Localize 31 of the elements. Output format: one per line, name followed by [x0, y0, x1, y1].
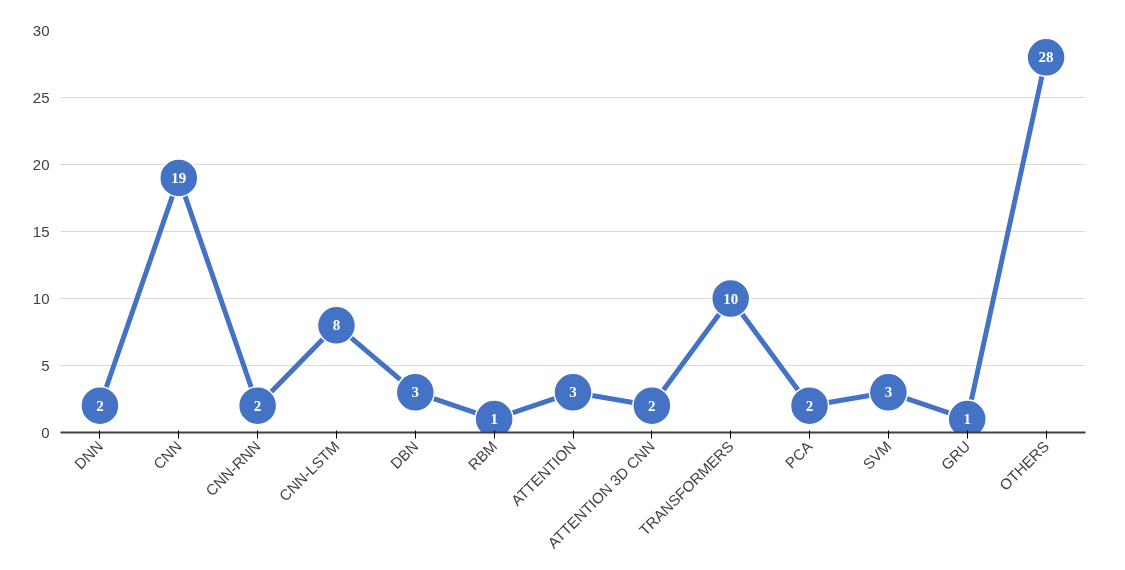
data-label: 2 [253, 397, 262, 414]
y-tick-label: 30 [32, 21, 50, 39]
point [710, 278, 751, 319]
data-label: 1 [490, 411, 498, 428]
data-label: 2 [96, 397, 104, 414]
data-label: 3 [411, 384, 420, 401]
point [316, 305, 357, 346]
point [237, 385, 278, 426]
data-label: 2 [805, 397, 814, 414]
data-label: 3 [569, 384, 577, 401]
data-label: 10 [723, 290, 739, 307]
y-tick-label: 15 [32, 222, 50, 240]
data-label: 1 [963, 411, 971, 428]
point [789, 385, 830, 426]
y-tick-label: 5 [41, 356, 50, 374]
y-tick-label: 20 [32, 155, 50, 173]
point [553, 372, 593, 413]
data-label: 8 [332, 317, 341, 334]
data-label: 3 [884, 384, 893, 401]
y-tick-label: 10 [32, 289, 50, 307]
data-label: 2 [648, 397, 656, 414]
point [159, 158, 199, 198]
point [395, 372, 436, 413]
y-tick-label: 0 [41, 423, 50, 441]
point [80, 385, 120, 426]
data-label: 28 [1038, 49, 1054, 66]
point [632, 385, 672, 426]
point [1026, 37, 1066, 78]
y-tick-label: 25 [32, 88, 50, 106]
point [868, 372, 909, 413]
data-label: 19 [171, 169, 187, 186]
